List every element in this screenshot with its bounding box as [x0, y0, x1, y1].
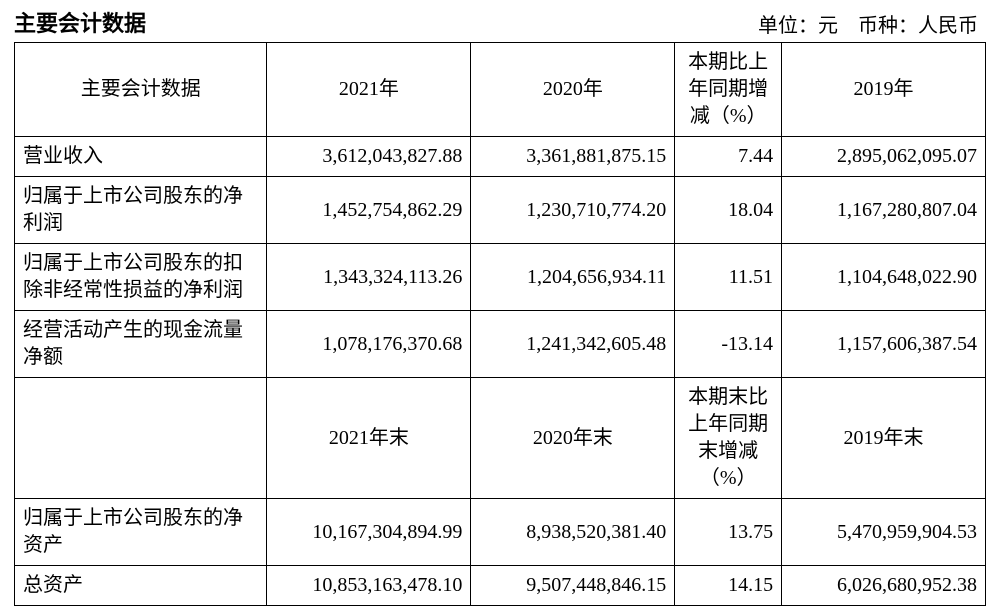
col-header-2021-end: 2021年末 — [267, 378, 471, 499]
table-row: 营业收入 3,612,043,827.88 3,361,881,875.15 7… — [15, 137, 986, 177]
cell: 8,938,520,381.40 — [471, 499, 675, 566]
cell: 6,026,680,952.38 — [782, 566, 986, 606]
section-title: 主要会计数据 — [14, 6, 146, 38]
table-header-row: 主要会计数据 2021年 2020年 本期比上年同期增减（%） 2019年 — [15, 43, 986, 137]
row-label: 归属于上市公司股东的净利润 — [15, 177, 267, 244]
cell: 1,204,656,934.11 — [471, 244, 675, 311]
col-header-label-blank — [15, 378, 267, 499]
cell: 1,104,648,022.90 — [782, 244, 986, 311]
cell: 1,241,342,605.48 — [471, 311, 675, 378]
cell: 18.04 — [675, 177, 782, 244]
unit-currency: 单位：元 币种：人民币 — [758, 9, 986, 38]
cell: 10,167,304,894.99 — [267, 499, 471, 566]
cell: 9,507,448,846.15 — [471, 566, 675, 606]
col-header-change-end: 本期末比上年同期末增减（%） — [675, 378, 782, 499]
col-header-label: 主要会计数据 — [15, 43, 267, 137]
cell: 1,078,176,370.68 — [267, 311, 471, 378]
cell: 1,167,280,807.04 — [782, 177, 986, 244]
col-header-2020-end: 2020年末 — [471, 378, 675, 499]
table-row: 归属于上市公司股东的净利润 1,452,754,862.29 1,230,710… — [15, 177, 986, 244]
col-header-2019: 2019年 — [782, 43, 986, 137]
col-header-2021: 2021年 — [267, 43, 471, 137]
cell: 10,853,163,478.10 — [267, 566, 471, 606]
row-label: 营业收入 — [15, 137, 267, 177]
cell: 3,361,881,875.15 — [471, 137, 675, 177]
cell: -13.14 — [675, 311, 782, 378]
cell: 13.75 — [675, 499, 782, 566]
table-row: 归属于上市公司股东的扣除非经常性损益的净利润 1,343,324,113.26 … — [15, 244, 986, 311]
col-header-2019-end: 2019年末 — [782, 378, 986, 499]
col-header-2020: 2020年 — [471, 43, 675, 137]
table-row: 总资产 10,853,163,478.10 9,507,448,846.15 1… — [15, 566, 986, 606]
cell: 3,612,043,827.88 — [267, 137, 471, 177]
cell: 1,230,710,774.20 — [471, 177, 675, 244]
cell: 7.44 — [675, 137, 782, 177]
table-subheader-row: 2021年末 2020年末 本期末比上年同期末增减（%） 2019年末 — [15, 378, 986, 499]
cell: 1,157,606,387.54 — [782, 311, 986, 378]
table-row: 归属于上市公司股东的净资产 10,167,304,894.99 8,938,52… — [15, 499, 986, 566]
cell: 14.15 — [675, 566, 782, 606]
cell: 2,895,062,095.07 — [782, 137, 986, 177]
col-header-change: 本期比上年同期增减（%） — [675, 43, 782, 137]
row-label: 经营活动产生的现金流量净额 — [15, 311, 267, 378]
cell: 1,343,324,113.26 — [267, 244, 471, 311]
row-label: 归属于上市公司股东的净资产 — [15, 499, 267, 566]
accounting-data-table: 主要会计数据 2021年 2020年 本期比上年同期增减（%） 2019年 营业… — [14, 42, 986, 606]
cell: 11.51 — [675, 244, 782, 311]
row-label: 总资产 — [15, 566, 267, 606]
cell: 1,452,754,862.29 — [267, 177, 471, 244]
table-row: 经营活动产生的现金流量净额 1,078,176,370.68 1,241,342… — [15, 311, 986, 378]
row-label: 归属于上市公司股东的扣除非经常性损益的净利润 — [15, 244, 267, 311]
cell: 5,470,959,904.53 — [782, 499, 986, 566]
